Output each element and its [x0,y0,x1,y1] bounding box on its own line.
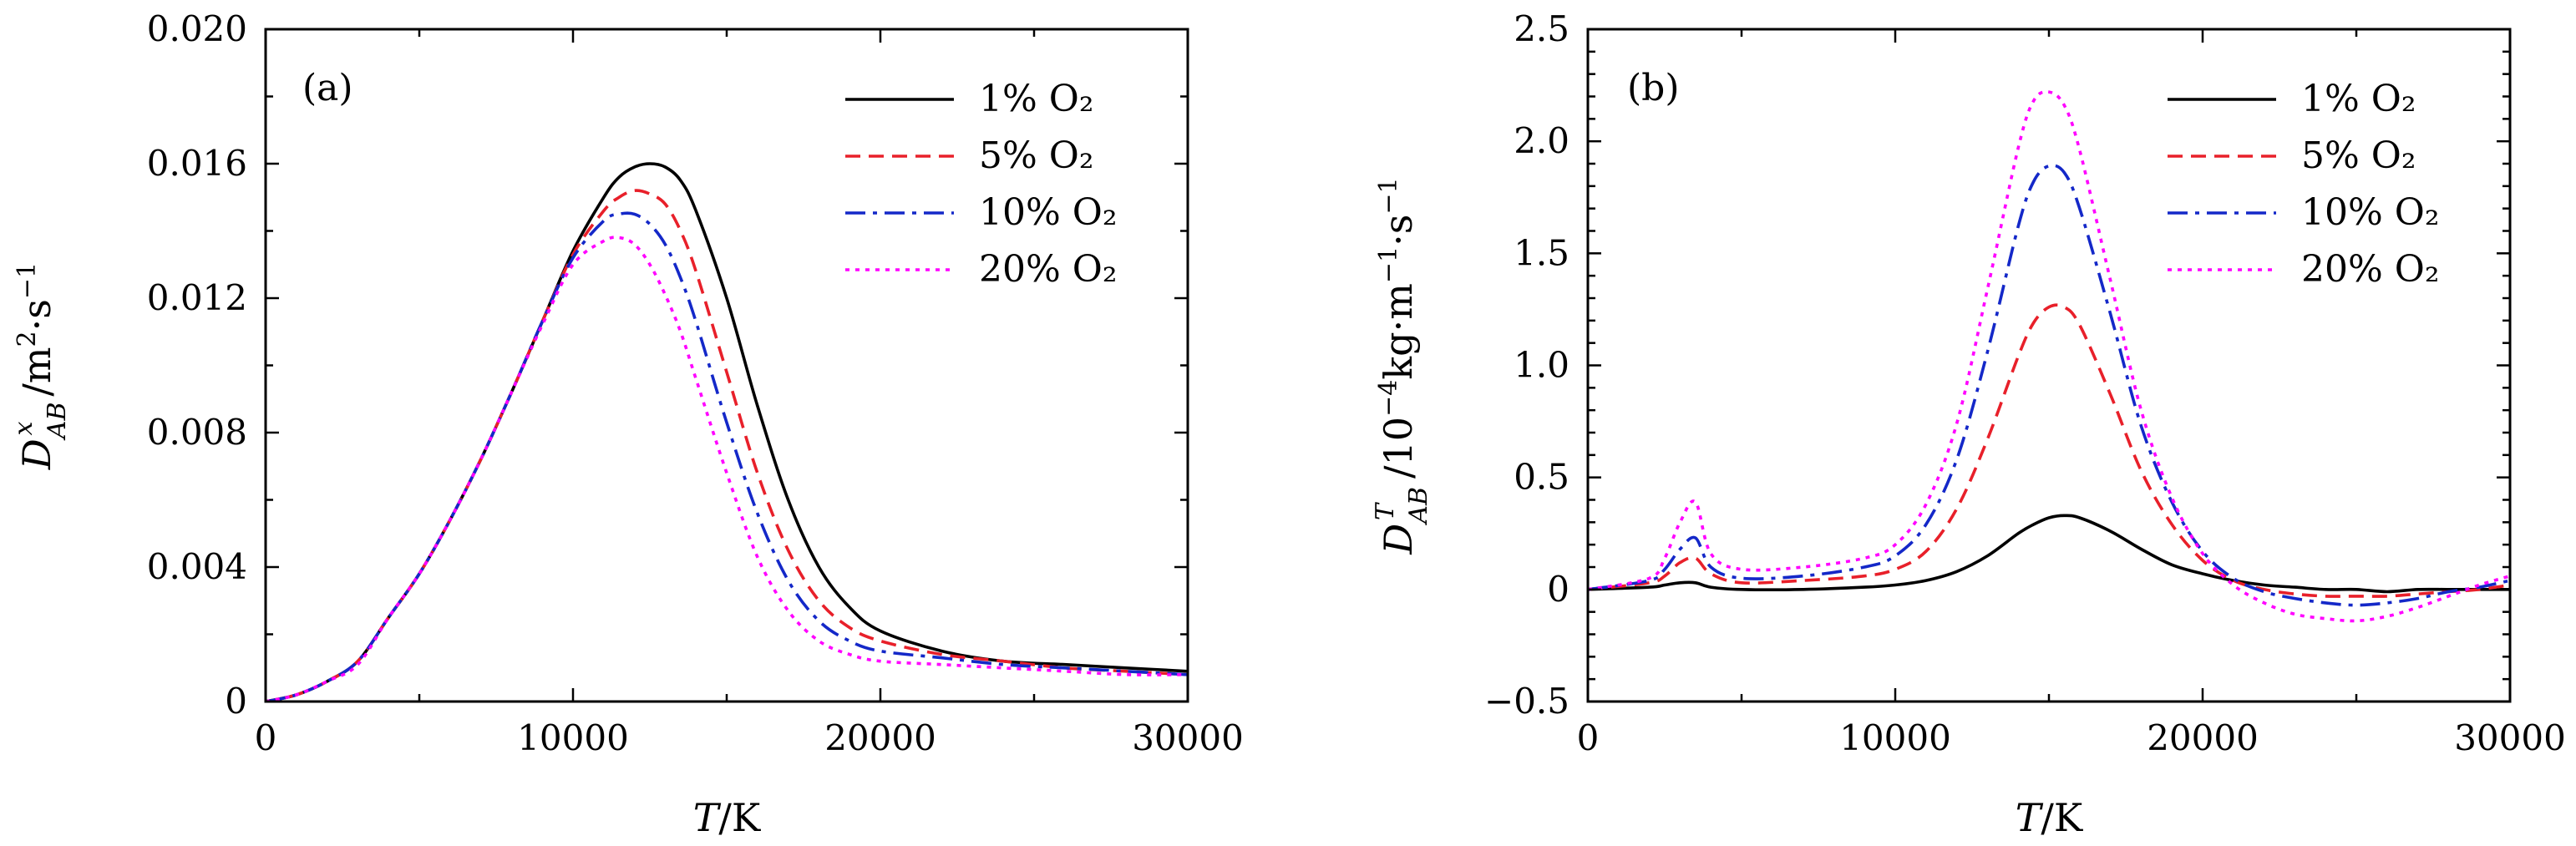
y-axis-title-a: DABx/m2·s−1 [9,262,72,470]
y-tick-label: 0.016 [147,143,247,184]
ticks-a: 0 10000 20000 30000 0 0.004 0.008 0.012 0.016 0.0… [147,8,1244,758]
y-tick-label: 0 [1547,569,1569,610]
x-tick-label: 10000 [517,717,629,758]
x-tick-label: 20000 [824,717,936,758]
x-axis-title-a: T/K [693,795,762,840]
plot-frame-b [1586,28,2512,703]
plot-area-b [1588,90,2510,623]
x-tick-label: 30000 [2454,717,2566,758]
x-axis-title-b: T/K [2016,795,2084,840]
legend-label: 20% O₂ [979,248,1118,291]
y-tick-label: 1.5 [1514,232,1569,273]
x-tick-label: 10000 [1839,717,1951,758]
series-line-5pct-o2 [1588,303,2510,598]
svg-text:DABx/m2·s−1: DABx/m2·s−1 [9,262,72,470]
series-line-20pct-o2 [266,236,1188,702]
panel-label-a: (a) [302,67,353,109]
legend-label: 5% O₂ [2301,134,2416,177]
legend-a: 1% O₂ 5% O₂ 10% O₂ 20% O₂ [845,78,1118,291]
y-tick-label: 0.5 [1514,457,1569,498]
series-line-1pct-o2 [266,162,1188,702]
y-axis-title-b: DABT/10−4kg·m−1·s−1 [1371,177,1433,555]
legend-label: 10% O₂ [2301,191,2440,234]
legend-label: 1% O₂ [2301,78,2416,120]
series-line-10pct-o2 [1588,164,2510,607]
x-tick-label: 30000 [1132,717,1244,758]
y-tick-label: 0.004 [147,546,247,587]
x-tick-label: 0 [1577,717,1600,758]
y-tick-label: 0.012 [147,277,247,318]
svg-text:T/K: T/K [693,795,762,840]
legend-label: 1% O₂ [979,78,1094,120]
legend-label: 5% O₂ [979,134,1094,177]
chart-panel-a: 0 10000 20000 30000 0 0.004 0.008 0.012 0.016 0.0… [9,8,1244,840]
legend-label: 20% O₂ [2301,248,2440,291]
series-line-1pct-o2 [1588,514,2510,594]
y-tick-label: 0 [225,681,247,722]
x-tick-label: 20000 [2147,717,2259,758]
legend-b: 1% O₂ 5% O₂ 10% O₂ 20% O₂ [2168,78,2440,291]
panel-label-b: (b) [1627,67,1680,109]
y-tick-label: 1.0 [1514,345,1569,386]
y-tick-label: 2.5 [1514,8,1569,49]
plot-frame-a [264,28,1189,703]
series-line-10pct-o2 [266,211,1188,702]
svg-text:DABT/10−4kg·m−1·s−1: DABT/10−4kg·m−1·s−1 [1371,177,1433,555]
chart-panel-b: 0 10000 20000 30000−0.500.51.01.52.02.5 (b)… [1371,8,2566,840]
legend-label: 10% O₂ [979,191,1118,234]
plot-area-a [266,162,1188,702]
x-tick-label: 0 [255,717,277,758]
y-tick-label: −0.5 [1484,681,1569,722]
svg-text:T/K: T/K [2016,795,2084,840]
series-line-20pct-o2 [1588,90,2510,623]
y-tick-label: 0.008 [147,412,247,453]
y-tick-label: 2.0 [1514,120,1569,161]
ticks-b: 0 10000 20000 30000−0.500.51.01.52.02.5 [1484,8,2566,758]
y-tick-label: 0.020 [147,8,247,49]
